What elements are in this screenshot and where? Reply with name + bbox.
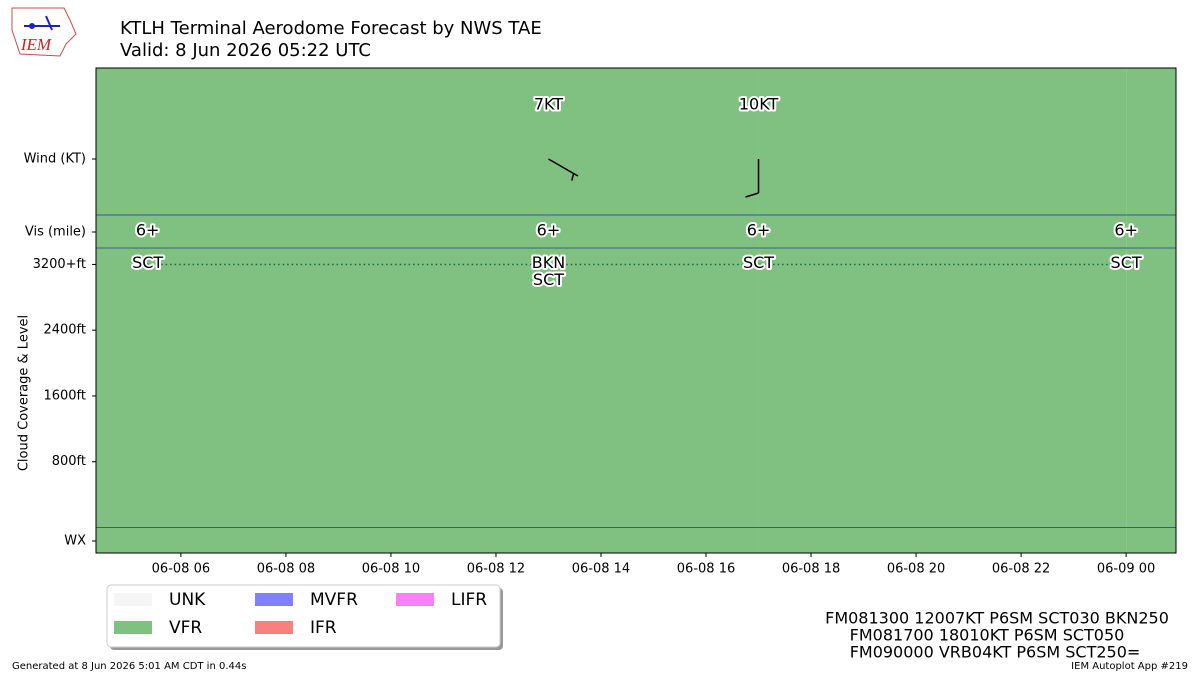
cloud-point	[547, 263, 550, 266]
x-tick-label: 06-08 12	[467, 562, 525, 577]
y-tick-label: 3200+ft	[33, 257, 86, 272]
footer-left: Generated at 8 Jun 2026 5:01 AM CDT in 0…	[12, 661, 246, 672]
logo-text: IEM	[20, 35, 52, 54]
logo: IEM	[11, 7, 77, 57]
wind-barb	[745, 159, 760, 198]
taf-line: FM081700 18010KT P6SM SCT050	[850, 626, 1125, 645]
wind-label: 10KT	[739, 95, 779, 114]
legend-swatch	[114, 621, 152, 634]
chart-title: KTLH Terminal Aerodome Forecast by NWS T…	[120, 18, 542, 39]
y-tick-label: WX	[64, 534, 86, 549]
x-tick-label: 06-08 06	[152, 562, 210, 577]
cloud-point	[757, 263, 760, 266]
visibility-label: 6+	[1114, 221, 1138, 240]
x-tick-label: 06-08 16	[677, 562, 735, 577]
footer-right: IEM Autoplot App #219	[1071, 661, 1188, 672]
x-tick-label: 06-08 20	[887, 562, 945, 577]
barb-half	[571, 173, 575, 181]
visibility-label: 6+	[747, 221, 771, 240]
legend-swatch	[114, 593, 152, 606]
cloud-label: SCT	[1111, 253, 1142, 272]
x-tick-label: 06-08 08	[257, 562, 315, 577]
y-axis-label: Cloud Coverage & Level	[17, 315, 32, 471]
visibility-label: 6+	[537, 221, 561, 240]
legend-swatch	[396, 593, 434, 606]
y-tick-label: Vis (mile)	[25, 225, 86, 240]
cloud-label: SCT	[743, 253, 774, 272]
category-band	[1126, 68, 1176, 553]
legend-label: VFR	[169, 618, 202, 638]
x-tick-label: 06-08 22	[992, 562, 1050, 577]
legend-label: UNK	[169, 590, 206, 610]
legend-label: IFR	[310, 618, 337, 638]
x-tick-label: 06-09 00	[1097, 562, 1155, 577]
x-tick-label: 06-08 14	[572, 562, 630, 577]
taf-line: FM090000 VRB04KT P6SM SCT250=	[850, 643, 1141, 662]
legend-label: MVFR	[310, 590, 358, 610]
plot-frame	[95, 67, 1177, 554]
chart-subtitle: Valid: 8 Jun 2026 05:22 UTC	[120, 40, 371, 61]
cloud-label: SCT	[533, 270, 564, 289]
cloud-label: BKN	[532, 253, 565, 272]
y-tick-label: 1600ft	[43, 388, 86, 403]
cloud-label: SCT	[132, 253, 163, 272]
plot-area	[95, 67, 1177, 554]
wind-label: 7KT	[534, 95, 563, 114]
x-tick-label: 06-08 18	[782, 562, 840, 577]
cloud-point	[1125, 263, 1128, 266]
barb-full	[745, 192, 759, 198]
visibility-label: 6+	[136, 221, 160, 240]
y-tick-label: 800ft	[52, 454, 86, 469]
legend-swatch	[255, 593, 293, 606]
wind-barb	[548, 158, 579, 181]
legend: UNK VFR MVFR IFR LIFR	[106, 584, 503, 650]
category-band	[548, 68, 759, 553]
taf-line: FM081300 12007KT P6SM SCT030 BKN250	[825, 609, 1169, 628]
cloud-point	[146, 263, 149, 266]
barb-shaft	[548, 158, 579, 177]
x-tick-label: 06-08 10	[362, 562, 420, 577]
category-band	[758, 68, 1127, 553]
category-band	[96, 68, 549, 553]
y-tick-label: 2400ft	[43, 323, 86, 338]
legend-swatch	[255, 621, 293, 634]
y-tick-label: Wind (KT)	[24, 152, 86, 167]
legend-label: LIFR	[451, 590, 487, 610]
